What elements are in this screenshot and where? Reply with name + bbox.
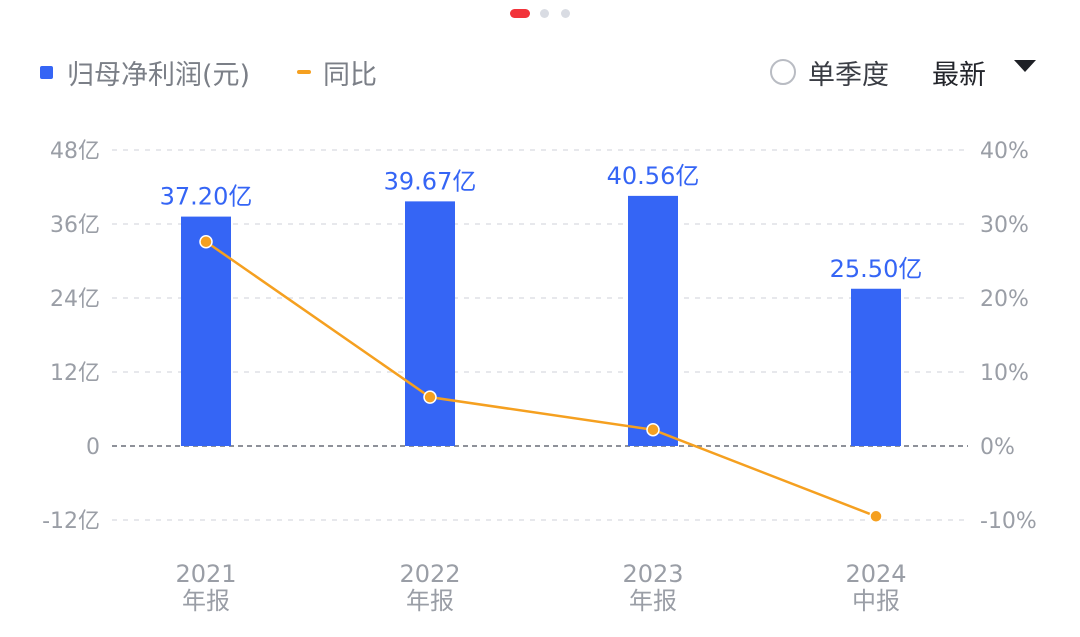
y-right-tick-label: 0% (980, 435, 1015, 460)
bar-value-label: 25.50亿 (830, 255, 923, 283)
bar-value-label: 39.67亿 (384, 167, 477, 195)
x-tick-label: 2022 年报 (399, 560, 460, 615)
y-right-tick-label: 40% (980, 139, 1029, 164)
page-dot-active[interactable] (510, 9, 530, 18)
bar (628, 195, 678, 446)
legend-label-line: 同比 (323, 59, 377, 91)
radio-icon[interactable] (770, 59, 796, 85)
yoy-point (869, 509, 883, 524)
bar-value-label: 37.20亿 (160, 183, 253, 211)
x-tick-label: 2024 中报 (845, 560, 906, 615)
y-left-tick-label: 36亿 (50, 213, 100, 238)
legend-item-bar[interactable]: 归母净利润(元) (40, 54, 251, 91)
line-legend-swatch (297, 70, 311, 74)
y-left-tick-label: 0 (86, 435, 100, 460)
single-quarter-toggle[interactable]: 单季度 (770, 54, 889, 91)
legend-label-bar: 归母净利润(元) (67, 59, 251, 91)
y-left-tick-label: -12亿 (42, 509, 100, 534)
bar-legend-swatch (40, 65, 53, 79)
x-tick-label: 2021 年报 (175, 560, 236, 615)
page-dot[interactable] (540, 9, 549, 18)
y-right-tick-label: 10% (980, 361, 1029, 386)
y-right-tick-label: -10% (980, 509, 1037, 534)
yoy-point (423, 390, 437, 404)
page-indicator (0, 8, 1080, 20)
yoy-point (199, 235, 213, 249)
page-dot[interactable] (561, 9, 570, 18)
y-right-tick-label: 20% (980, 287, 1029, 312)
legend-item-line[interactable]: 同比 (297, 54, 377, 91)
period-label: 最新 (932, 59, 986, 91)
caret-down-icon[interactable] (1014, 60, 1036, 72)
y-right-tick-label: 30% (980, 213, 1029, 238)
bar-value-label: 40.56亿 (607, 162, 700, 190)
bar (181, 216, 231, 446)
x-tick-label: 2023 年报 (622, 560, 683, 615)
yoy-point (646, 422, 660, 437)
yoy-line (205, 240, 877, 518)
single-quarter-label: 单季度 (808, 59, 889, 91)
bar (405, 201, 455, 446)
y-left-tick-label: 12亿 (50, 361, 100, 386)
y-left-tick-label: 24亿 (50, 287, 100, 312)
bar (851, 288, 901, 446)
y-left-tick-label: 48亿 (50, 139, 100, 164)
period-dropdown[interactable]: 最新 (932, 54, 1036, 91)
